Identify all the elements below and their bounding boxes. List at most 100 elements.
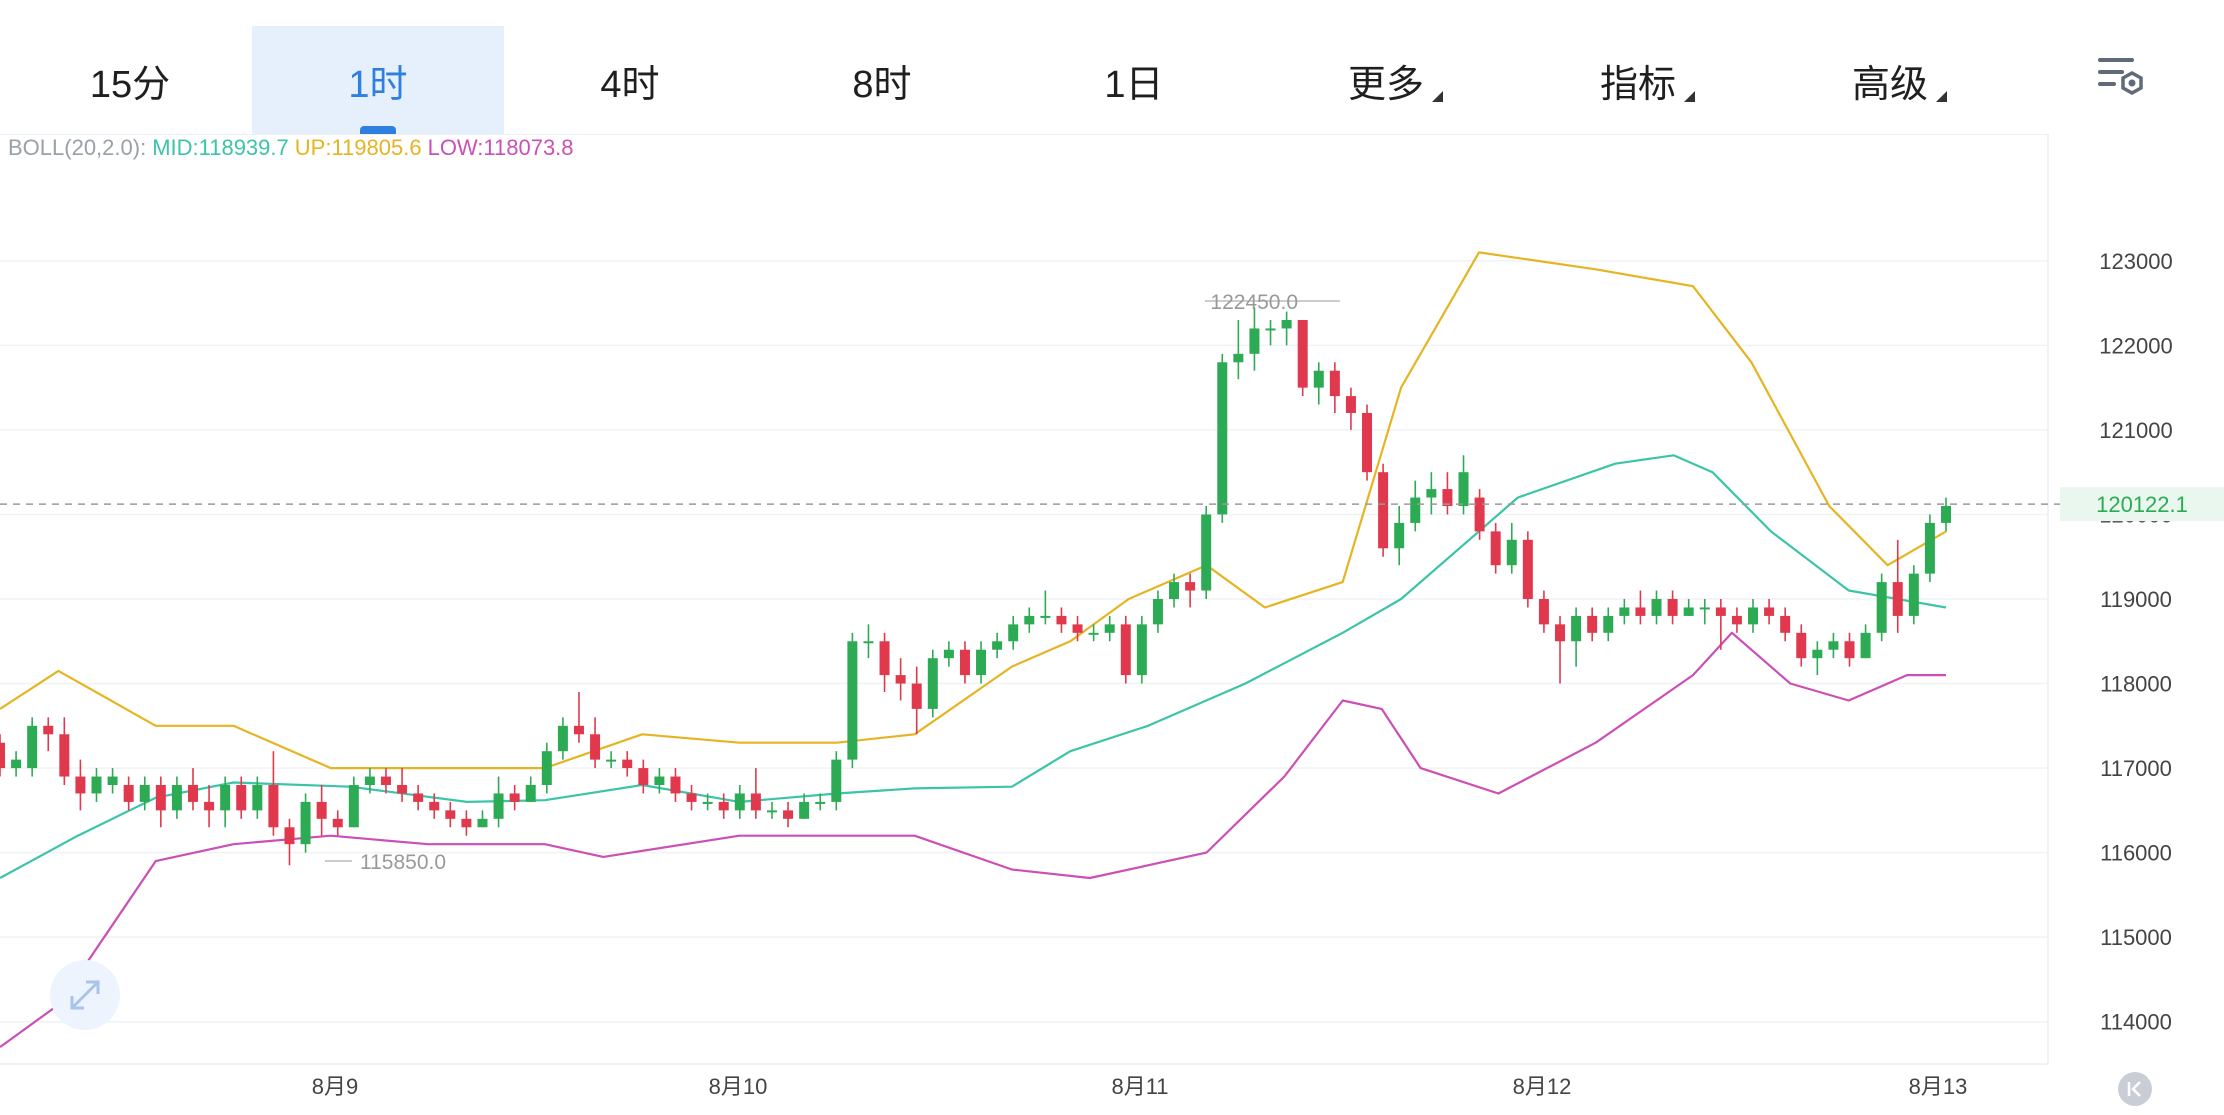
candle [1056, 607, 1067, 633]
candle [1522, 531, 1533, 608]
candle-body [1185, 582, 1196, 591]
candle [397, 768, 408, 802]
candle-body [236, 785, 247, 811]
tab-4hour[interactable]: 4时 [504, 26, 756, 134]
candle [477, 810, 488, 828]
candle-body [252, 785, 263, 811]
candle-body [123, 785, 134, 802]
expand-arrows-icon[interactable] [50, 960, 120, 1030]
candle [300, 793, 311, 853]
candle [1426, 472, 1437, 515]
candle [139, 776, 150, 811]
tab-15min[interactable]: 15分 [5, 26, 255, 134]
candle-body [879, 641, 890, 676]
tab-more[interactable]: 更多 [1260, 26, 1512, 134]
candle [1394, 506, 1405, 566]
candle [1715, 599, 1726, 650]
candle-body [284, 827, 295, 845]
candle [573, 692, 584, 743]
candle-body [557, 725, 568, 752]
candle [1120, 615, 1131, 684]
candle [1812, 641, 1823, 676]
candle-body [1088, 632, 1099, 635]
candle-body [11, 759, 22, 769]
candle-body [348, 785, 359, 828]
candle [11, 751, 22, 777]
candle [638, 759, 649, 794]
candle [1860, 624, 1871, 659]
high-price-annotation: 122450.0 [1210, 291, 1298, 314]
tab-1day[interactable]: 1日 [1008, 26, 1260, 134]
candle [1201, 506, 1212, 599]
candle-body [1378, 472, 1389, 549]
candle [1506, 522, 1517, 574]
candle-body [316, 801, 327, 819]
candle-body [155, 785, 166, 811]
candle-body [1329, 370, 1340, 397]
candle [284, 818, 295, 866]
candle-body [911, 683, 922, 709]
candle [348, 776, 359, 828]
candle [734, 785, 745, 819]
candle [976, 641, 987, 684]
candle-body [1072, 624, 1083, 633]
tab-indicators[interactable]: 指标 [1512, 26, 1764, 134]
candle-body [1941, 506, 1951, 523]
timeframe-tab-bar: 15分 1时 4时 8时 1日 更多 指标 高级 [0, 0, 2224, 135]
candle [557, 717, 568, 760]
candle-body [91, 776, 102, 794]
scroll-to-latest-icon[interactable] [2118, 1072, 2152, 1106]
y-tick-label: 117000 [2100, 756, 2172, 781]
candle [863, 624, 874, 659]
candle-body [541, 751, 552, 785]
tab-1hour[interactable]: 1时 [252, 26, 504, 134]
candle-body [863, 641, 874, 644]
candle [927, 649, 938, 718]
candle [1265, 320, 1276, 346]
tab-8hour[interactable]: 8时 [756, 26, 1008, 134]
candle-body [1908, 573, 1919, 616]
candle-body [461, 818, 472, 828]
candle [1828, 632, 1839, 659]
candle-body [332, 818, 343, 828]
candle-body [27, 725, 38, 769]
y-tick-label: 118000 [2100, 672, 2172, 697]
candle [831, 751, 842, 811]
candle-body [220, 785, 231, 811]
boll-upper-band [0, 251, 1947, 770]
candle-body [1169, 582, 1180, 599]
candle [686, 785, 697, 811]
tab-advanced[interactable]: 高级 [1764, 26, 2016, 134]
candle-body [1313, 370, 1324, 388]
candle-body [718, 801, 729, 811]
candle [43, 717, 54, 752]
candle-body [445, 810, 456, 819]
candle [911, 666, 922, 735]
candlestick-chart[interactable]: 1140001150001160001170001180001190001200… [0, 134, 2224, 1115]
candle-body [1297, 320, 1308, 388]
candle [1651, 590, 1662, 625]
candle-body [1024, 615, 1035, 625]
y-tick-label: 116000 [2100, 841, 2172, 866]
tab-label: 指标 [1599, 63, 1676, 106]
candle-body [493, 793, 504, 819]
candle-body [1924, 522, 1935, 574]
candle-body [1217, 362, 1228, 515]
candle-body [1249, 328, 1260, 354]
candle-body [1667, 599, 1678, 616]
candle-body [895, 675, 906, 684]
candle [895, 658, 906, 701]
candle-body [1104, 624, 1115, 633]
candle-body [1522, 539, 1533, 599]
candle [718, 793, 729, 819]
candle [1474, 489, 1485, 540]
candle-body [1764, 607, 1775, 616]
chart-settings-icon[interactable] [2090, 52, 2150, 102]
candle [1908, 565, 1919, 625]
candle-body [1796, 632, 1807, 659]
candle-body [477, 818, 488, 828]
candle [1442, 472, 1453, 515]
candle-body [75, 776, 86, 794]
dropdown-triangle-icon [1936, 91, 1947, 102]
candle [332, 810, 343, 836]
